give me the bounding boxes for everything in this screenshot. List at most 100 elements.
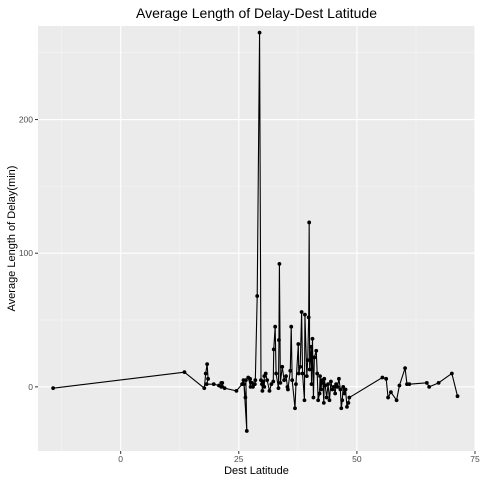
data-point: [384, 376, 389, 381]
data-point: [345, 404, 349, 409]
data-point: [338, 387, 343, 392]
major-grid: [38, 26, 476, 451]
data-point: [407, 382, 412, 387]
data-point: [323, 383, 328, 388]
data-point: [320, 380, 325, 385]
data-point: [455, 394, 460, 399]
data-point: [335, 384, 340, 389]
data-point: [288, 368, 293, 373]
data-point: [276, 386, 281, 391]
data-point: [257, 30, 262, 35]
data-point: [307, 367, 312, 372]
data-point: [306, 315, 311, 320]
data-point: [211, 382, 216, 387]
data-point: [329, 379, 333, 384]
data-point: [219, 380, 224, 385]
y-tick-label: 200: [19, 115, 33, 125]
y-tick-label: 0: [28, 382, 33, 392]
data-point: [277, 338, 281, 342]
data-point: [253, 378, 258, 383]
axis-ticks: 0 25 50 75 0 100 200: [19, 115, 480, 464]
data-point: [243, 378, 248, 383]
data-point: [267, 388, 272, 393]
data-point: [304, 374, 309, 379]
data-point: [307, 220, 312, 225]
data-point: [343, 387, 348, 392]
data-point: [289, 324, 294, 329]
data-point: [449, 371, 454, 376]
data-point: [243, 395, 248, 400]
data-point: [424, 380, 429, 385]
x-tick-label: 0: [118, 454, 123, 464]
data-point: [51, 386, 56, 391]
data-point: [296, 371, 301, 376]
data-point: [284, 374, 288, 379]
data-point: [340, 398, 345, 403]
data-point: [296, 342, 301, 346]
data-point: [262, 384, 267, 389]
minor-grid: [38, 26, 475, 451]
data-point: [386, 395, 390, 400]
data-point: [303, 312, 307, 317]
data-point: [222, 386, 227, 391]
x-axis-title: Dest Latitude: [224, 465, 289, 477]
data-point: [346, 400, 351, 405]
data-point: [394, 398, 399, 403]
data-point: [316, 398, 321, 403]
data-point: [263, 371, 268, 376]
data-point: [309, 382, 314, 387]
data-point: [341, 384, 346, 389]
data-point: [271, 379, 276, 384]
x-tick-label: 25: [234, 454, 244, 464]
data-point: [339, 406, 344, 411]
data-point: [403, 366, 407, 371]
data-point: [300, 371, 305, 376]
data-point: [251, 384, 255, 389]
data-point: [298, 364, 303, 369]
data-point: [312, 355, 317, 360]
data-point: [311, 395, 316, 400]
data-point: [182, 370, 187, 375]
data-point: [333, 391, 338, 396]
data-point: [324, 395, 329, 400]
data-point: [322, 376, 327, 381]
data-point: [380, 375, 385, 380]
data-point: [326, 382, 330, 387]
data-point: [202, 386, 207, 391]
data-point: [331, 384, 336, 389]
y-axis-title: Average Length of Delay(min): [6, 166, 18, 312]
data-point: [282, 378, 287, 383]
data-point: [315, 371, 320, 376]
data-point: [277, 261, 282, 266]
x-tick-label: 75: [470, 454, 480, 464]
data-point: [427, 384, 432, 389]
data-point: [299, 310, 304, 314]
data-point: [436, 380, 441, 385]
data-point: [337, 376, 341, 381]
data-point: [293, 406, 297, 411]
data-point: [309, 344, 313, 349]
data-point: [318, 374, 322, 379]
data-point: [310, 336, 315, 341]
data-point: [260, 388, 265, 393]
data-point: [273, 324, 278, 329]
data-point: [314, 348, 319, 353]
data-point: [319, 387, 323, 392]
data-point: [305, 358, 310, 363]
data-point: [234, 388, 239, 393]
data-point: [205, 362, 210, 367]
data-point: [327, 398, 332, 403]
data-point: [317, 391, 322, 396]
data-point: [206, 376, 210, 381]
data-point: [248, 376, 253, 381]
data-point: [286, 387, 290, 392]
data-point: [255, 294, 260, 298]
data-point: [302, 398, 307, 403]
data-point: [274, 371, 279, 376]
data-point: [347, 395, 352, 400]
data-point: [290, 378, 295, 383]
data-point: [278, 380, 283, 385]
data-point: [265, 378, 270, 383]
data-point: [280, 364, 285, 369]
